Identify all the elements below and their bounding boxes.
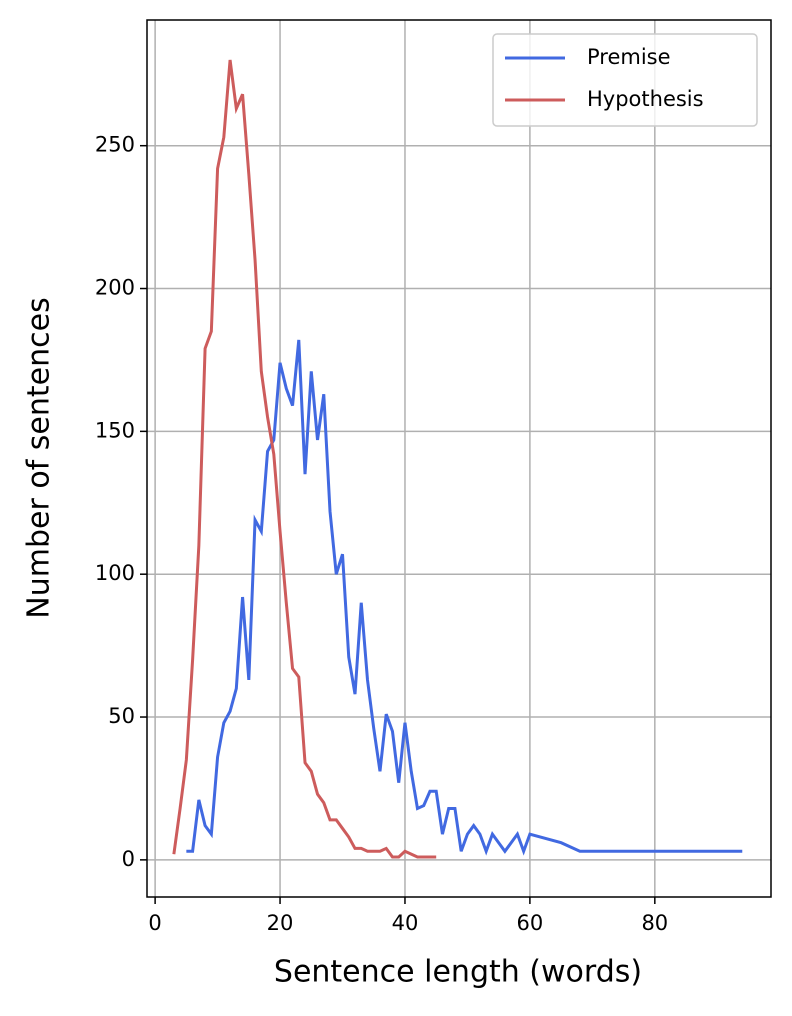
- y-tick-label: 150: [95, 418, 135, 442]
- data-line: [172, 59, 437, 859]
- x-tick-label: 20: [267, 911, 294, 935]
- plot-frame: [146, 19, 772, 898]
- y-tick-label: 200: [95, 276, 135, 300]
- legend: Premise Hypothesis: [492, 33, 758, 127]
- y-tick-label: 50: [108, 704, 135, 728]
- x-axis-label: Sentence length (words): [274, 955, 642, 990]
- data-line: [186, 339, 743, 856]
- x-tick-label: 80: [641, 911, 668, 935]
- y-tick-label: 0: [122, 847, 135, 871]
- x-tick-label: 40: [392, 911, 419, 935]
- x-tick-label: 0: [148, 911, 161, 935]
- legend-label: Premise: [587, 45, 671, 69]
- y-tick-label: 250: [95, 133, 135, 157]
- y-tick-label: 100: [95, 561, 135, 585]
- legend-label: Hypothesis: [587, 87, 704, 111]
- x-tick-label: 60: [517, 911, 544, 935]
- y-axis-label: Number of sentences: [22, 297, 57, 618]
